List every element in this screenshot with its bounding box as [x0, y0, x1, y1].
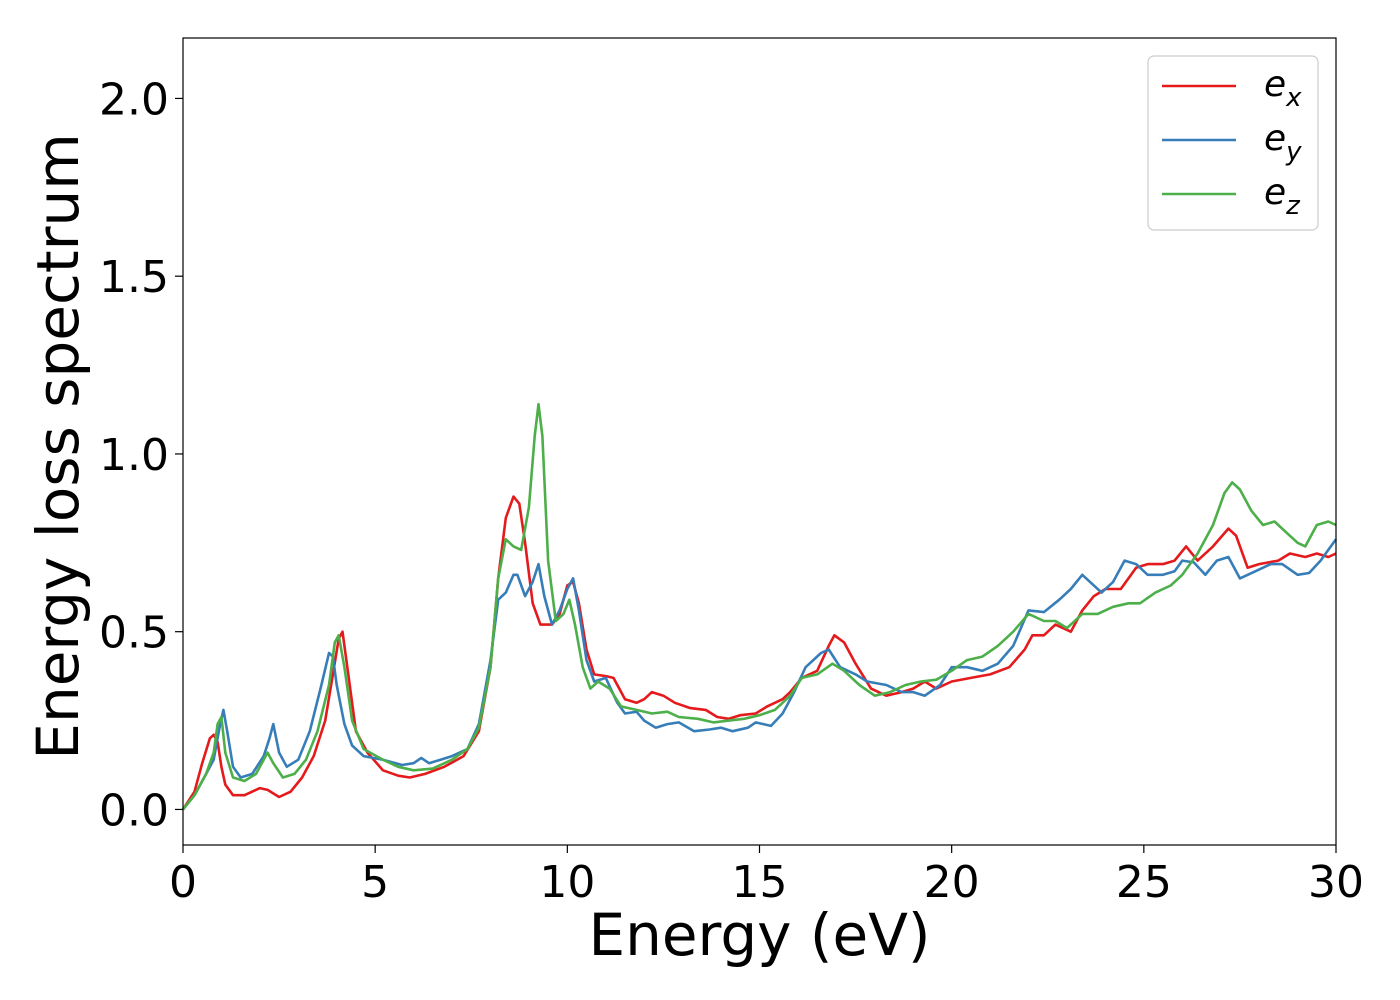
x-tick-label: 20 — [924, 857, 980, 908]
legend-entry-e-x: ex — [1162, 64, 1302, 113]
plot-frame — [182, 37, 1337, 846]
y-axis-label: Energy loss spectrum — [24, 133, 92, 759]
series-line-e-x — [181, 495, 1337, 811]
x-tick-label: 15 — [732, 857, 788, 908]
x-tick-label: 0 — [169, 857, 197, 908]
y-tick-label: 1.5 — [99, 252, 169, 303]
x-axis-label: Energy (eV) — [588, 901, 930, 969]
series-line-e-y — [181, 538, 1338, 811]
legend: ex ey ez — [1147, 55, 1319, 231]
y-tick-label: 2.0 — [99, 74, 169, 125]
legend-label: ey — [1264, 118, 1302, 167]
legend-label: ez — [1264, 172, 1301, 221]
x-tick-label: 5 — [361, 857, 389, 908]
x-tick-label: 25 — [1116, 857, 1172, 908]
legend-label: ex — [1264, 64, 1302, 113]
x-tick-label: 30 — [1308, 857, 1364, 908]
y-tick-label: 0.5 — [99, 608, 169, 659]
series-line-e-z — [181, 402, 1337, 811]
legend-box — [1147, 55, 1319, 231]
legend-entry-e-z: ez — [1162, 172, 1301, 221]
legend-entry-e-y: ey — [1162, 118, 1302, 167]
y-axis: 0.0 0.5 1.0 1.5 2.0 — [99, 74, 183, 836]
series-group — [181, 402, 1338, 811]
y-tick-label: 0.0 — [99, 785, 169, 836]
y-tick-label: 1.0 — [99, 430, 169, 481]
x-axis: 0 5 10 15 20 25 30 — [169, 845, 1364, 908]
x-tick-label: 10 — [539, 857, 595, 908]
